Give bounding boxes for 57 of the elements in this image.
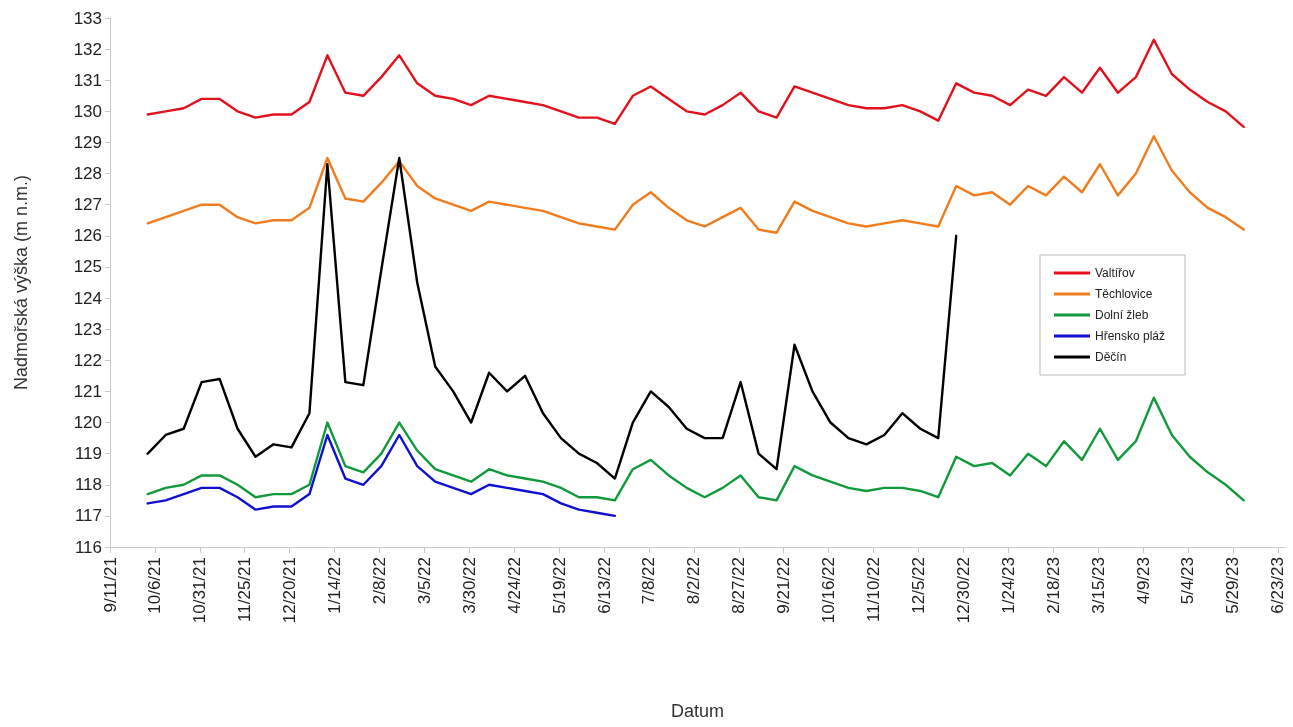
x-axis-title: Datum [670,701,725,721]
line-series [146,433,617,518]
x-tick-label: 4/24/22 [504,557,524,614]
y-axis-title: Nadmořská výška (m n.m.) [11,174,31,391]
legend-label: Děčín [1095,350,1127,364]
x-tick-label: 11/25/21 [235,557,255,622]
x-tick-label: 4/9/23 [1133,557,1153,605]
legend-label: Těchlovice [1095,287,1153,301]
x-tick-label: 10/16/22 [819,557,839,624]
x-tick-label: 6/13/22 [594,557,614,614]
x-tick-label: 3/15/23 [1088,557,1108,614]
line-series [146,156,958,480]
y-tick-label: 124 [73,288,102,308]
line-series [146,38,1245,129]
x-tick-label: 9/11/21 [100,557,120,613]
line-series [146,396,1245,502]
x-tick-label: 12/20/21 [280,557,300,624]
x-tick-label: 2/18/23 [1043,557,1063,614]
y-tick-label: 123 [73,319,102,339]
y-tick-label: 130 [73,101,102,121]
legend-label: Dolní žleb [1095,308,1149,322]
y-tick-label: 117 [74,506,102,526]
x-tick-label: 7/8/22 [639,557,659,605]
legend-label: Valtířov [1095,266,1135,280]
y-tick-label: 128 [73,164,102,184]
x-tick-label: 2/8/22 [370,557,389,605]
y-tick-label: 129 [73,132,102,152]
x-tick-label: 3/5/22 [414,557,434,605]
x-tick-label: 12/5/22 [908,557,928,614]
x-tick-label: 1/14/22 [325,557,345,614]
y-tick-label: 119 [74,444,102,464]
x-tick-label: 5/19/22 [549,557,569,614]
y-tick-label: 125 [73,257,102,277]
y-tick-label: 122 [73,350,102,370]
y-tick-label: 131 [73,70,102,90]
y-tick-label: 126 [73,226,102,246]
y-tick-label: 127 [73,195,102,215]
x-tick-label: 6/23/23 [1268,557,1288,614]
legend-label: Hřensko pláž [1095,329,1166,343]
x-tick-label: 3/30/22 [459,557,479,614]
x-tick-label: 11/10/22 [864,557,884,622]
y-tick-label: 133 [73,8,102,28]
y-tick-label: 121 [73,381,102,401]
y-tick-label: 116 [74,537,102,557]
line-series [146,135,1245,234]
x-tick-label: 9/21/22 [774,557,794,614]
x-tick-label: 12/30/22 [953,557,973,624]
x-tick-label: 1/24/23 [998,557,1018,614]
x-tick-label: 10/6/21 [145,557,165,614]
y-tick-label: 120 [73,413,102,433]
y-tick-label: 132 [73,39,102,59]
x-tick-label: 8/27/22 [729,557,749,614]
x-tick-label: 5/4/23 [1178,557,1198,605]
x-tick-label: 5/29/23 [1223,557,1243,614]
x-tick-label: 10/31/21 [190,557,210,624]
x-tick-label: 8/2/22 [684,557,704,605]
y-tick-label: 118 [74,475,102,495]
